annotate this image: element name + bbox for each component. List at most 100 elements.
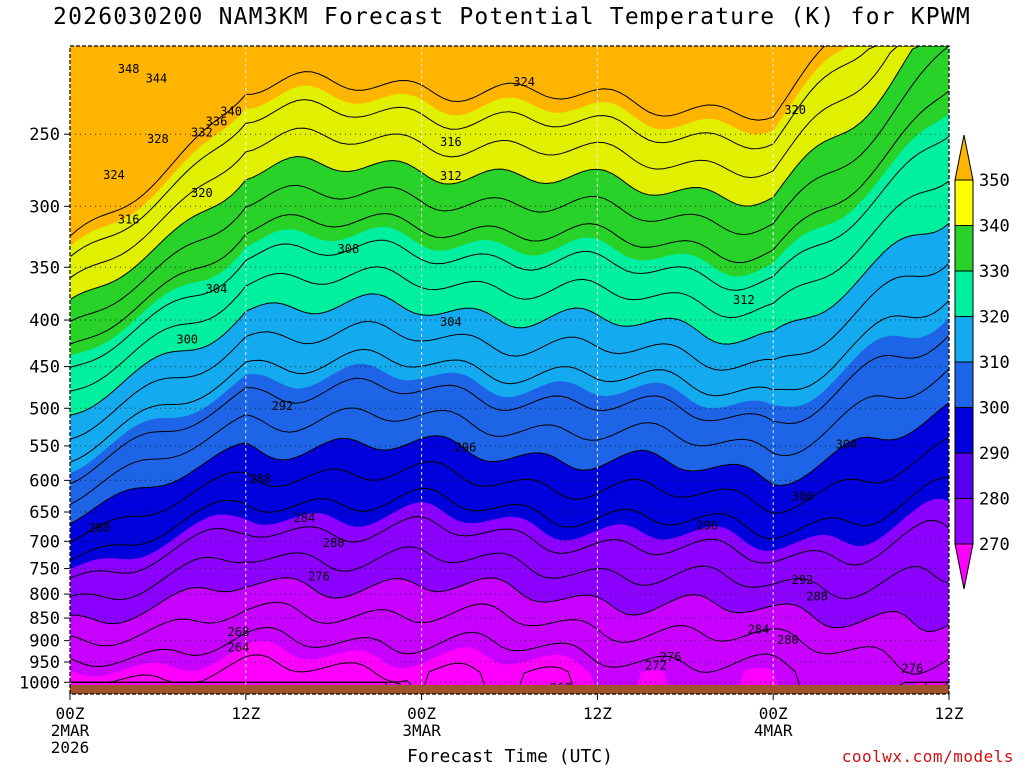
isentrope-348 — [70, 46, 949, 258]
contour-label: 312 — [440, 169, 462, 183]
contour-label: 268 — [228, 625, 250, 639]
contour-label: 312 — [733, 293, 755, 307]
colorbar-label: 310 — [979, 353, 1010, 373]
contour-label: 348 — [118, 62, 140, 76]
contour-lines — [70, 46, 949, 694]
y-tick-label: 600 — [29, 471, 60, 491]
contour-label: 284 — [748, 623, 770, 637]
contour-label: 276 — [660, 650, 682, 664]
colorbar-swatch — [954, 225, 974, 272]
colorbar-swatch — [954, 179, 974, 226]
contour-label: 300 — [176, 332, 198, 346]
isentrope-276 — [70, 601, 949, 675]
isentrope-308 — [70, 334, 949, 485]
contour-label: 336 — [206, 114, 228, 128]
colorbar-swatch — [954, 498, 974, 545]
isentrope-264 — [70, 681, 949, 694]
isentrope-312 — [70, 299, 949, 463]
isentrope-344 — [70, 46, 949, 279]
contour-label: 304 — [206, 282, 228, 296]
y-tick-label: 1000 — [19, 673, 60, 693]
contour-label: 280 — [323, 536, 345, 550]
contour-label: 280 — [88, 521, 110, 535]
x-tick-year: 2026 — [51, 738, 90, 757]
plot-frame — [69, 45, 950, 695]
isentrope-328 — [70, 136, 949, 368]
colorbar-label: 300 — [979, 399, 1010, 419]
y-axis: 250 300 350 400 450 500 550 600 650 700 750 800 850 9… — [19, 125, 70, 693]
contour-label: 272 — [645, 658, 667, 672]
isentrope-280 — [70, 577, 949, 633]
contour-label: 280 — [777, 633, 799, 647]
contour-label: 324 — [103, 168, 125, 182]
y-tick-label: 500 — [29, 399, 60, 419]
contour-label: 316 — [440, 135, 462, 149]
colorbar-extend-bottom — [954, 543, 974, 590]
isentrope-300 — [70, 402, 949, 525]
isentrope-332 — [70, 90, 949, 345]
isentrope-324 — [70, 180, 949, 392]
contour-label: 288 — [250, 472, 272, 486]
chart-title: 2026030200 NAM3KM Forecast Potential Tem… — [53, 4, 971, 30]
isentrope-336 — [70, 46, 949, 322]
colorbar: 350 340 330 320 310 300 290 280 270 — [954, 134, 1010, 590]
isentrope-284 — [70, 546, 949, 601]
y-tick-label: 950 — [29, 653, 60, 673]
x-tick-date: 3MAR — [402, 721, 441, 740]
colorbar-label: 270 — [979, 535, 1010, 555]
contour-label: 304 — [836, 438, 858, 452]
contour-label: 284 — [294, 511, 316, 525]
contour-label: 328 — [147, 132, 169, 146]
y-tick-label: 550 — [29, 437, 60, 457]
contour-label: 300 — [792, 489, 814, 503]
y-tick-label: 850 — [29, 609, 60, 629]
colorbar-swatch — [954, 407, 974, 454]
isentrope-296 — [70, 437, 949, 543]
ground-bar — [70, 685, 949, 694]
contour-label: 316 — [118, 212, 140, 226]
colorbar-label: 330 — [979, 262, 1010, 282]
y-tick-label: 450 — [29, 358, 60, 378]
y-tick-label: 300 — [29, 197, 60, 217]
colorbar-label: 320 — [979, 308, 1010, 328]
contour-fills — [70, 46, 949, 694]
contour-label: 288 — [806, 590, 828, 604]
contour-label: 276 — [902, 662, 924, 676]
contour-label: 304 — [440, 315, 462, 329]
y-tick-label: 700 — [29, 532, 60, 552]
isentrope-292 — [70, 477, 949, 561]
x-tick-date: 4MAR — [754, 721, 793, 740]
x-tick-label: 12Z — [583, 704, 612, 723]
contour-label: 308 — [338, 242, 360, 256]
x-tick-label: 12Z — [935, 704, 964, 723]
contour-label: 332 — [191, 126, 213, 140]
isentrope-288 — [70, 516, 949, 579]
isentrope-340 — [70, 46, 949, 300]
colorbar-label: 350 — [979, 171, 1010, 191]
isentrope-352 — [70, 46, 949, 237]
isentrope-316 — [70, 262, 949, 440]
x-tick-label: 00Z — [407, 704, 436, 723]
isentrope-272 — [70, 626, 949, 694]
x-axis-title: Forecast Time (UTC) — [407, 746, 613, 767]
contour-label: 320 — [191, 186, 213, 200]
colorbar-label: 280 — [979, 490, 1010, 510]
contour-label: 292 — [272, 399, 294, 413]
y-tick-label: 650 — [29, 503, 60, 523]
y-tick-label: 750 — [29, 560, 60, 580]
y-tick-label: 400 — [29, 311, 60, 331]
y-tick-label: 250 — [29, 125, 60, 145]
site-credit[interactable]: coolwx.com/models — [841, 747, 1014, 766]
colorbar-swatch — [954, 361, 974, 408]
x-tick-label: 00Z — [759, 704, 788, 723]
y-tick-label: 350 — [29, 258, 60, 278]
fill-band-350 — [70, 46, 949, 247]
isentrope-320 — [70, 223, 949, 416]
isentrope-304 — [70, 368, 949, 506]
isentrope-268 — [70, 654, 949, 694]
y-tick-label: 900 — [29, 632, 60, 652]
colorbar-swatch — [954, 452, 974, 499]
colorbar-label: 290 — [979, 444, 1010, 464]
colorbar-swatch — [954, 270, 974, 317]
